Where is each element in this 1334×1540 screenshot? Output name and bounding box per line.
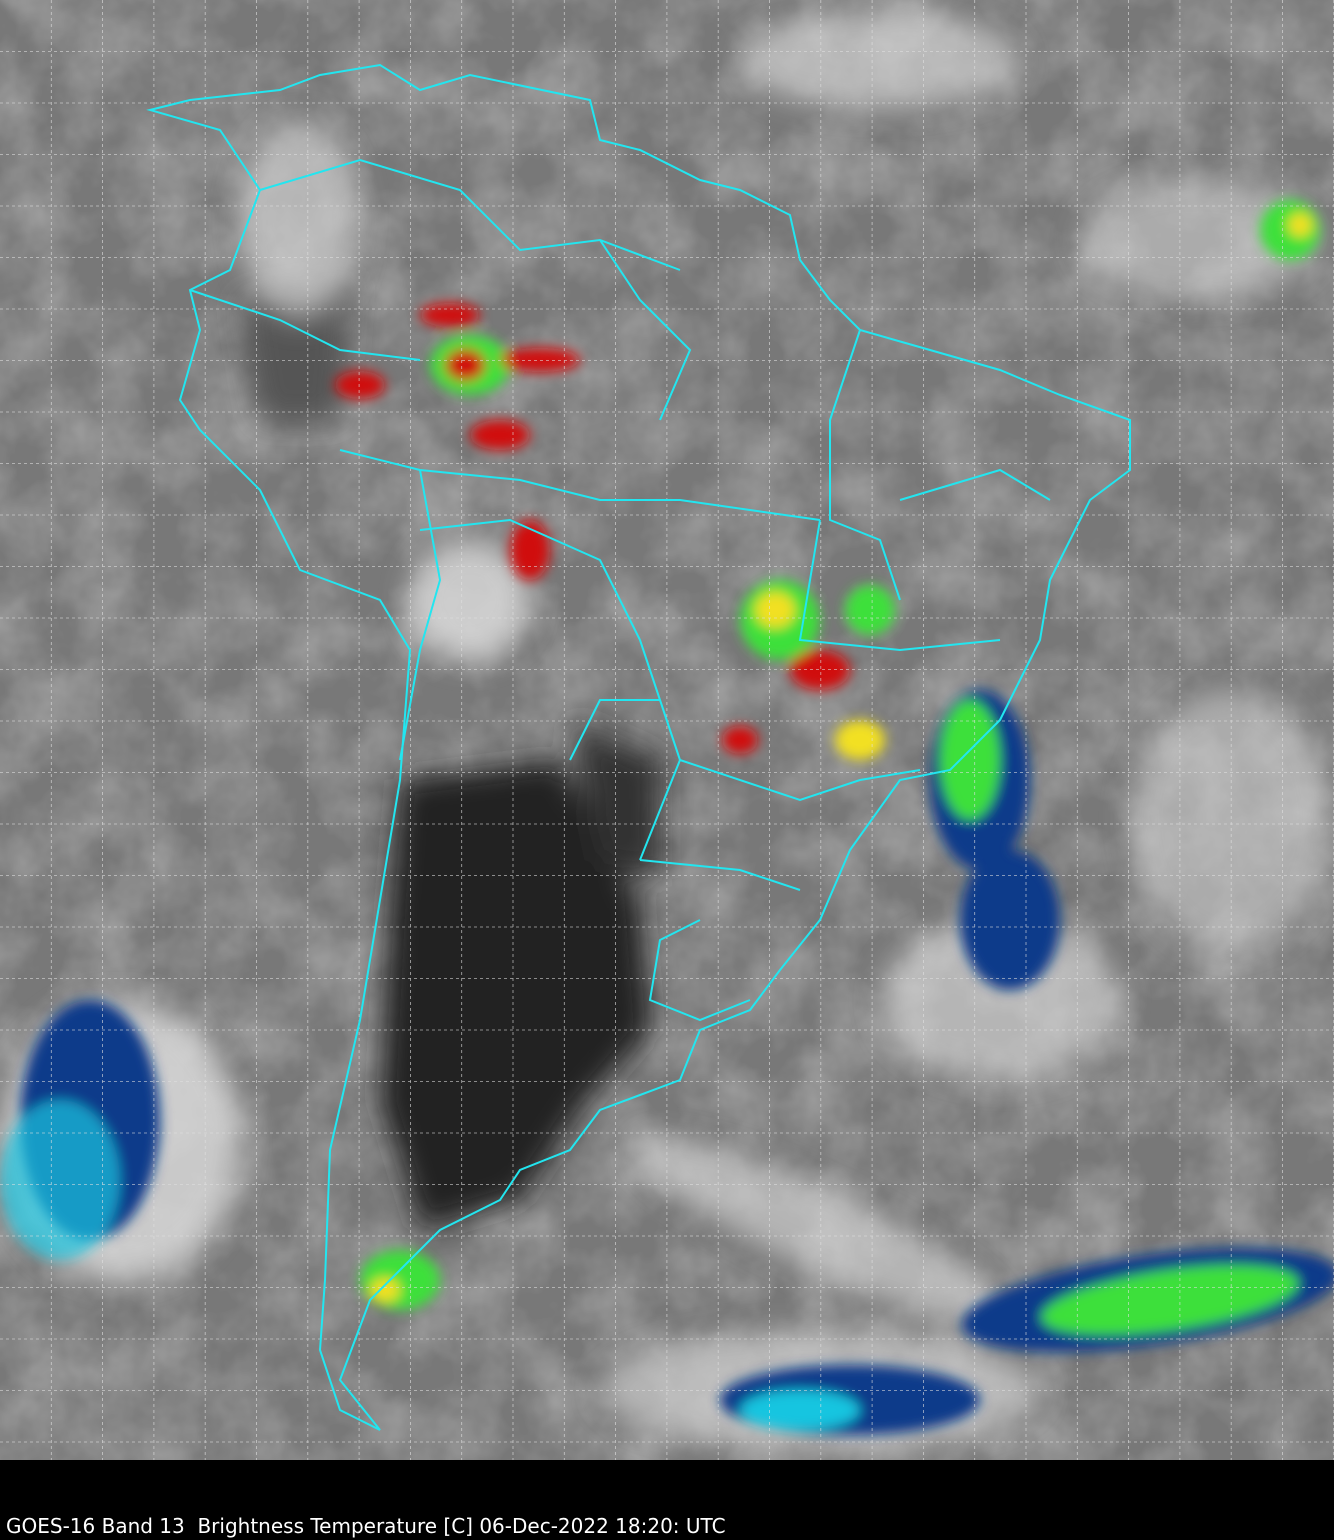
satellite-image [0,0,1334,1460]
lat-lon-grid [0,0,1334,1460]
cold-cloud-tops [0,200,1334,1435]
internal-borders [189,158,1051,1022]
image-caption: GOES-16 Band 13 Brightness Temperature [… [6,1514,726,1538]
south-america-coastline [146,63,1131,1431]
country-borders [146,63,1131,1431]
